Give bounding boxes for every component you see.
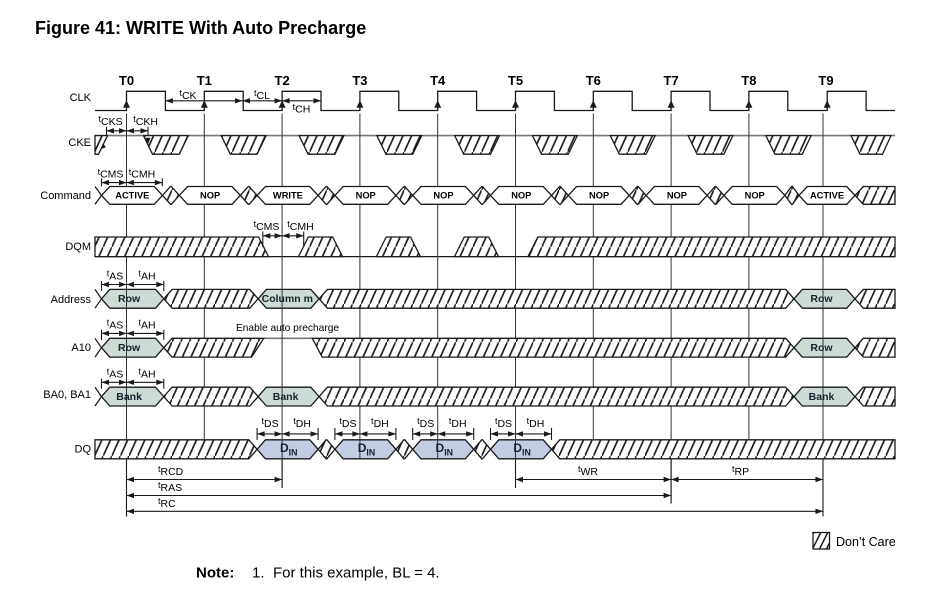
svg-text:T3: T3 [352,73,367,88]
svg-text:tDH: tDH [449,416,467,430]
svg-text:T8: T8 [741,73,756,88]
svg-text:Bank: Bank [273,391,299,403]
svg-text:NOP: NOP [433,191,453,201]
svg-text:tRCD: tRCD [158,464,184,478]
svg-text:tDH: tDH [293,416,311,430]
svg-text:NOP: NOP [589,191,609,201]
svg-text:tRC: tRC [158,496,176,510]
svg-text:BA0, BA1: BA0, BA1 [43,389,91,401]
svg-text:1.: 1. [252,565,265,582]
svg-text:tCL: tCL [254,88,270,102]
svg-text:NOP: NOP [667,191,687,201]
svg-text:tAS: tAS [107,367,124,381]
svg-text:Row: Row [118,342,141,354]
svg-text:WRITE: WRITE [273,191,303,201]
svg-text:tAS: tAS [107,318,124,332]
svg-text:For this example, BL = 4.: For this example, BL = 4. [273,565,440,582]
svg-text:tDS: tDS [262,416,279,430]
svg-text:T0: T0 [119,73,134,88]
svg-text:Bank: Bank [116,391,142,403]
svg-text:tCMS: tCMS [98,167,124,181]
svg-text:Address: Address [51,294,92,306]
svg-text:Note:: Note: [196,565,234,582]
svg-text:Bank: Bank [809,391,835,403]
svg-text:tCMH: tCMH [129,167,155,181]
svg-text:T2: T2 [275,73,290,88]
svg-text:tAH: tAH [138,367,155,381]
svg-text:tRAS: tRAS [158,480,182,494]
svg-text:T9: T9 [818,73,833,88]
svg-text:tCMS: tCMS [254,219,280,233]
svg-text:Column m: Column m [262,293,313,305]
svg-text:Row: Row [810,293,833,305]
svg-text:Figure 41: WRITE With Auto Pre: Figure 41: WRITE With Auto Precharge [35,18,366,38]
svg-text:DQM: DQM [65,241,91,253]
svg-text:tWR: tWR [578,464,598,478]
svg-text:A10: A10 [71,342,91,354]
svg-text:T5: T5 [508,73,523,88]
svg-text:Row: Row [810,342,833,354]
svg-text:DQ: DQ [75,443,92,455]
svg-text:NOP: NOP [356,191,376,201]
svg-text:ACTIVE: ACTIVE [810,191,844,201]
svg-text:T1: T1 [197,73,212,88]
svg-text:NOP: NOP [745,191,765,201]
svg-text:T6: T6 [586,73,601,88]
svg-text:NOP: NOP [511,191,531,201]
svg-text:tDH: tDH [371,416,389,430]
svg-text:tDS: tDS [495,416,512,430]
svg-text:tCKH: tCKH [133,114,158,128]
svg-text:tCMH: tCMH [287,219,313,233]
svg-text:Don’t Care: Don’t Care [836,535,896,549]
svg-text:tRP: tRP [732,464,749,478]
svg-text:tAS: tAS [107,269,124,283]
svg-text:tDS: tDS [417,416,434,430]
svg-text:tCK: tCK [179,88,196,102]
svg-text:tDH: tDH [527,416,545,430]
svg-text:ACTIVE: ACTIVE [115,191,149,201]
svg-text:Command: Command [40,190,91,202]
svg-text:Enable auto precharge: Enable auto precharge [236,323,339,334]
svg-text:T4: T4 [430,73,446,88]
svg-text:NOP: NOP [200,191,220,201]
svg-text:CLK: CLK [70,92,92,104]
svg-text:tAH: tAH [138,269,155,283]
svg-text:tDS: tDS [339,416,356,430]
svg-text:CKE: CKE [68,137,91,149]
svg-text:tAH: tAH [138,318,155,332]
svg-text:tCH: tCH [293,102,311,116]
svg-text:T7: T7 [664,73,679,88]
svg-text:tCKS: tCKS [99,114,123,128]
svg-text:Row: Row [118,293,141,305]
